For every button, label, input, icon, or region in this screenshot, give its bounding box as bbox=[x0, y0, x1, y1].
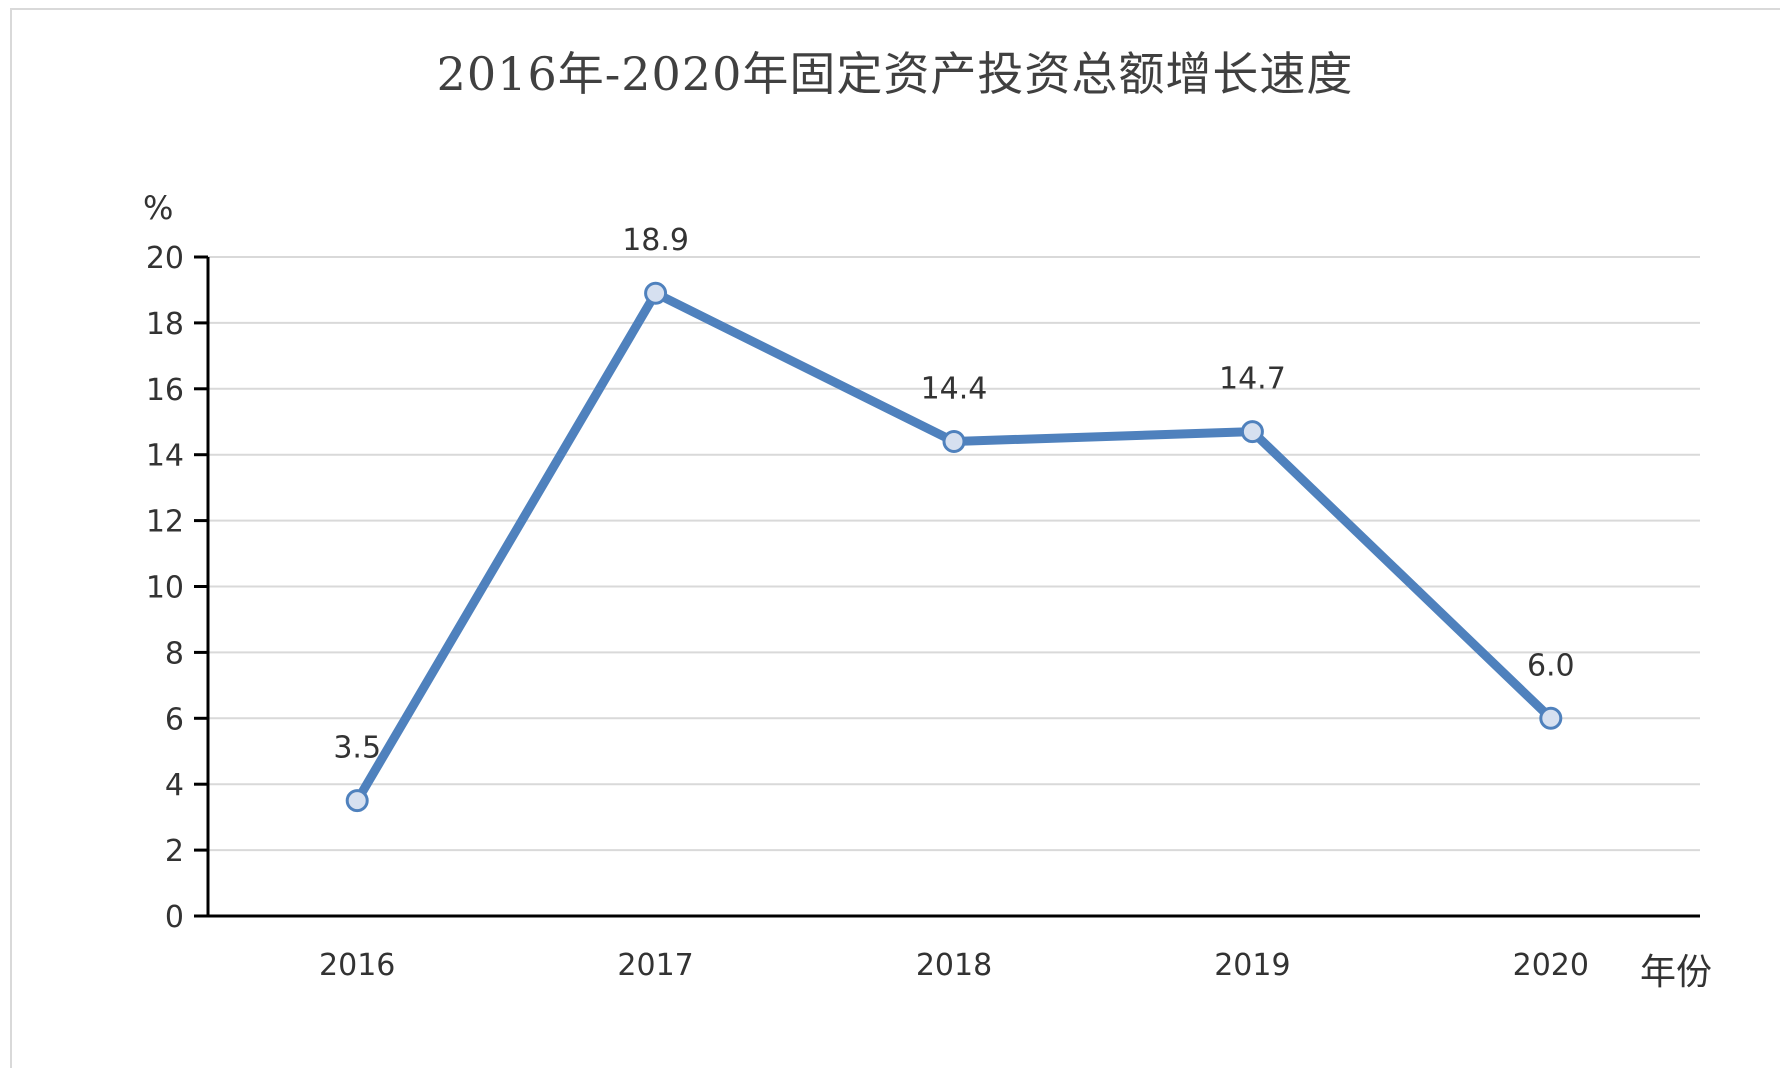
series-layer bbox=[345, 281, 1563, 813]
data-labels: 3.5 18.9 14.4 14.7 6.0 bbox=[333, 223, 1574, 765]
data-point bbox=[345, 789, 369, 813]
series-line bbox=[352, 288, 1556, 806]
x-tick-label: 2019 bbox=[1214, 948, 1290, 983]
y-tick-label: 14 bbox=[146, 439, 184, 474]
data-label: 18.9 bbox=[622, 223, 689, 258]
y-tick-label: 4 bbox=[165, 768, 184, 803]
y-tick-label: 0 bbox=[165, 900, 184, 935]
gridlines bbox=[208, 256, 1700, 852]
y-tick-label: 12 bbox=[146, 505, 184, 540]
data-label: 14.7 bbox=[1219, 362, 1286, 397]
y-tick-label: 20 bbox=[146, 241, 184, 276]
y-tick-label: 10 bbox=[146, 571, 184, 606]
x-tick-label: 2016 bbox=[319, 948, 395, 983]
data-label: 6.0 bbox=[1527, 648, 1575, 683]
y-tick-label: 6 bbox=[165, 702, 184, 737]
data-point bbox=[1539, 706, 1563, 730]
data-label: 14.4 bbox=[921, 372, 988, 407]
data-point bbox=[1240, 420, 1264, 444]
x-tick-label: 2017 bbox=[617, 948, 693, 983]
x-tick-labels: 2016 2017 2018 2019 2020 bbox=[319, 948, 1589, 983]
y-tick-label: 2 bbox=[165, 834, 184, 869]
y-tick-labels: 0 2 4 6 8 10 12 14 16 18 20 bbox=[146, 241, 208, 935]
y-axis-label: % bbox=[143, 189, 173, 227]
chart-frame bbox=[10, 8, 1780, 1068]
chart-title: 2016年-2020年固定资产投资总额增长速度 bbox=[436, 47, 1354, 101]
axes: % 年份 bbox=[143, 189, 1712, 993]
x-tick-label: 2018 bbox=[916, 948, 992, 983]
x-axis-label: 年份 bbox=[1640, 952, 1712, 993]
data-label: 3.5 bbox=[333, 731, 381, 766]
data-point bbox=[644, 281, 668, 305]
y-tick-label: 18 bbox=[146, 307, 184, 342]
data-point bbox=[942, 430, 966, 454]
x-tick-label: 2020 bbox=[1513, 948, 1589, 983]
y-tick-label: 16 bbox=[146, 373, 184, 408]
y-tick-label: 8 bbox=[165, 636, 184, 671]
